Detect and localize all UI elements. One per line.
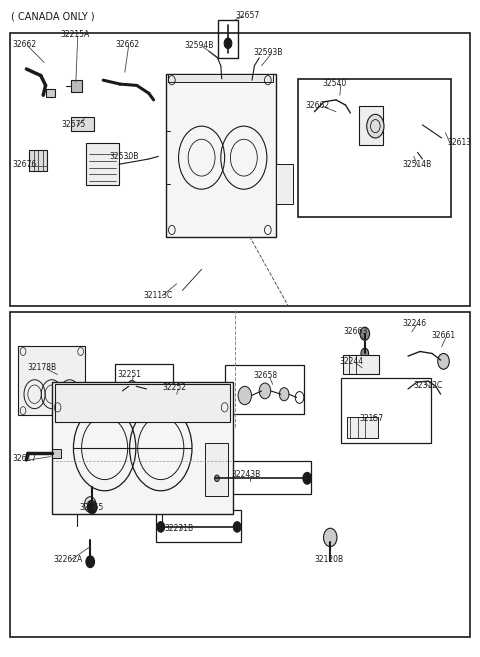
Bar bbox=[115, 364, 173, 409]
Text: 32617: 32617 bbox=[12, 454, 36, 463]
Text: 32157: 32157 bbox=[359, 414, 383, 423]
Bar bbox=[18, 346, 85, 415]
Bar bbox=[276, 164, 293, 204]
Circle shape bbox=[360, 327, 370, 340]
Circle shape bbox=[145, 383, 154, 395]
Text: 32662: 32662 bbox=[115, 40, 139, 49]
Text: 32251: 32251 bbox=[117, 370, 141, 379]
Text: 32530B: 32530B bbox=[109, 152, 139, 161]
Bar bbox=[46, 89, 55, 97]
Bar bbox=[10, 312, 470, 637]
Bar bbox=[156, 510, 241, 542]
Circle shape bbox=[279, 388, 289, 401]
Text: 32675: 32675 bbox=[61, 120, 86, 129]
Text: 32215A: 32215A bbox=[60, 30, 89, 39]
Bar bbox=[343, 355, 379, 374]
Bar bbox=[55, 384, 230, 422]
Text: 32246: 32246 bbox=[402, 319, 426, 328]
Text: 32312C: 32312C bbox=[414, 381, 443, 390]
Bar bbox=[205, 443, 228, 496]
Bar bbox=[210, 461, 311, 494]
Bar bbox=[341, 378, 431, 443]
Bar bbox=[168, 74, 273, 82]
Bar bbox=[218, 20, 238, 58]
Text: 32594B: 32594B bbox=[185, 41, 214, 50]
Text: 32661: 32661 bbox=[431, 330, 455, 340]
Bar bbox=[71, 80, 82, 92]
Text: 32655: 32655 bbox=[79, 503, 104, 512]
Bar bbox=[86, 143, 119, 185]
Circle shape bbox=[303, 472, 312, 484]
Text: 32663: 32663 bbox=[343, 327, 368, 336]
Text: 32540: 32540 bbox=[323, 79, 347, 88]
Circle shape bbox=[84, 497, 96, 512]
Text: 32231B: 32231B bbox=[164, 524, 193, 533]
Bar bbox=[359, 106, 383, 145]
Bar bbox=[166, 74, 276, 237]
Circle shape bbox=[361, 348, 369, 359]
Bar bbox=[225, 365, 304, 414]
Text: 32662: 32662 bbox=[12, 40, 36, 49]
Circle shape bbox=[238, 386, 252, 405]
Text: 32243B: 32243B bbox=[231, 470, 261, 479]
Text: 32658: 32658 bbox=[253, 371, 277, 380]
Bar bbox=[298, 79, 451, 217]
Circle shape bbox=[86, 556, 95, 568]
Text: 32593B: 32593B bbox=[253, 48, 283, 57]
Circle shape bbox=[367, 114, 384, 138]
Bar bbox=[52, 449, 61, 458]
Text: ( CANADA ONLY ): ( CANADA ONLY ) bbox=[11, 11, 94, 22]
Text: 32244: 32244 bbox=[340, 357, 364, 366]
Text: 32252: 32252 bbox=[162, 383, 186, 392]
Circle shape bbox=[215, 475, 219, 482]
Bar bbox=[71, 117, 94, 131]
Bar bbox=[52, 382, 233, 514]
Circle shape bbox=[157, 522, 165, 532]
Bar bbox=[347, 417, 378, 438]
Text: 32676: 32676 bbox=[12, 160, 36, 169]
Circle shape bbox=[233, 522, 241, 532]
Circle shape bbox=[87, 501, 97, 514]
Bar bbox=[10, 33, 470, 306]
Circle shape bbox=[324, 528, 337, 547]
Circle shape bbox=[259, 383, 271, 399]
Text: 32120B: 32120B bbox=[314, 555, 344, 564]
Circle shape bbox=[224, 38, 232, 49]
Text: 32113C: 32113C bbox=[143, 291, 172, 300]
Bar bbox=[29, 150, 47, 171]
Circle shape bbox=[128, 380, 136, 392]
Text: 32657: 32657 bbox=[235, 11, 260, 20]
Circle shape bbox=[438, 353, 449, 369]
Text: 32178B: 32178B bbox=[28, 363, 57, 373]
Text: 32514B: 32514B bbox=[402, 160, 432, 169]
Text: 32613: 32613 bbox=[447, 138, 471, 147]
Text: 32262A: 32262A bbox=[54, 555, 83, 564]
Text: 32662: 32662 bbox=[305, 101, 329, 110]
